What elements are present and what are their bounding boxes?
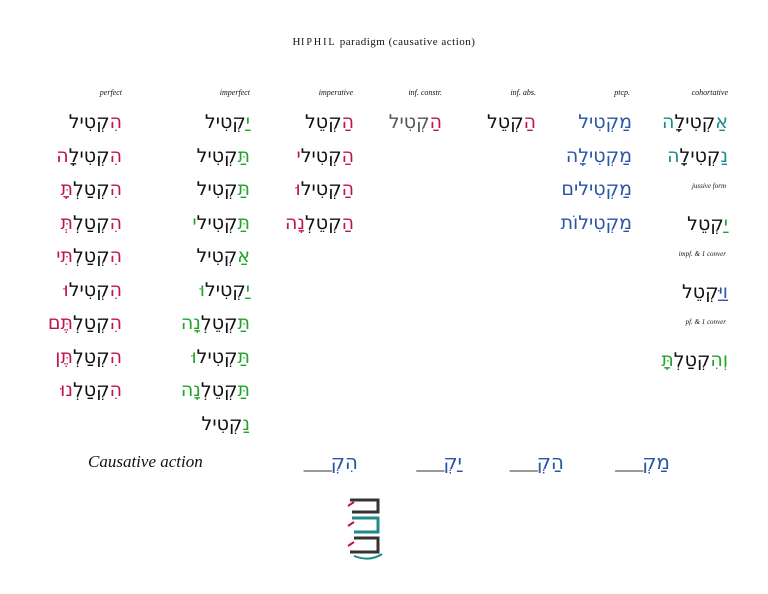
inf-abs-form: הַקְטֵל	[486, 111, 536, 133]
ptcp-form: מַקְטִילים	[561, 178, 632, 200]
imperfect-form: יַקְטִיל	[204, 111, 250, 133]
perfect-form: הִקְטִיל	[68, 111, 122, 133]
perfect-form: הִקְטַלְתְּ	[60, 211, 122, 234]
header-inf-abs: inf. abs.	[510, 88, 536, 97]
cohortative-form: נַקְטִילָה	[667, 144, 728, 167]
imperfect-form: יַקְטִילוּ	[199, 278, 250, 301]
ptcp-form: מַקְטִיל	[578, 111, 632, 133]
imperfect-form: תַּקְטֵלְנָה	[180, 312, 250, 334]
imperfect-form: תַּקְטֵלְנָה	[180, 379, 250, 401]
ptcp-form: מַקְטִילָה	[565, 144, 632, 167]
inf-constr-form: הַקְטִיל	[388, 111, 442, 133]
pf-waw-form: וְהִקְטַלְתָּ	[661, 349, 728, 371]
header-perfect: perfect	[99, 88, 122, 97]
imperfect-form: אַקְטִיל	[196, 245, 250, 267]
impf-waw-form: וַיַּקְטֵל	[681, 281, 728, 303]
perfect-form: הִקְטַלְתֶּן	[55, 345, 122, 368]
ptcp-form: מַקְטִילוֹת	[560, 211, 632, 234]
perfect-form: הִקְטַלְנוּ	[60, 379, 122, 401]
pf-waw-label: pf. & 1 conver	[685, 318, 726, 326]
causative-prefix: הִקְ___	[303, 450, 358, 474]
logo-glyph	[347, 498, 383, 560]
perfect-form: הִקְטַלְתֶּם	[47, 312, 122, 334]
imperative-form: הַקְטֵל	[304, 111, 354, 133]
impf-waw-label: impf. & 1 conver	[678, 250, 726, 258]
jussive-label: jussive form	[691, 182, 726, 190]
imperative-form: הַקְטִילי	[296, 144, 354, 167]
jussive-form: יַקְטֵל	[687, 213, 728, 235]
perfect-form: הִקְטַלְתָּ	[60, 178, 122, 200]
perfect-form: הִקְטַלְתִּי	[56, 245, 122, 267]
imperfect-form: תַּקְטִילוּ	[191, 345, 250, 368]
imperative-form: הַקְטֵלְנָה	[284, 211, 354, 234]
imperfect-form: תַּקְטִיל	[196, 178, 250, 200]
causative-label: Causative action	[88, 452, 203, 471]
perfect-form: הִקְטִילוּ	[63, 278, 122, 301]
imperfect-form: תַּקְטִיל	[196, 144, 250, 167]
header-imperfect: imperfect	[219, 88, 250, 97]
header-imperative: imperative	[318, 88, 353, 97]
cohortative-form: אַקְטִילָה	[662, 111, 728, 133]
header-inf-constr: inf. constr.	[408, 88, 442, 97]
imperative-form: הַקְטִילוּ	[295, 178, 354, 200]
header-cohortative: cohortative	[691, 88, 728, 97]
causative-prefix: מַקְ___	[615, 450, 670, 474]
causative-prefix: הַקְ___	[509, 450, 564, 474]
imperfect-form: תַּקְטִילי	[192, 211, 250, 234]
page-title: HIPHIL paradigm (causative action)	[292, 36, 476, 48]
imperfect-form: נַקְטִיל	[201, 412, 250, 435]
causative-prefix: יַקְ___	[416, 450, 462, 474]
perfect-form: הִקְטִילָה	[56, 144, 122, 167]
header-ptcp: ptcp.	[614, 88, 630, 97]
